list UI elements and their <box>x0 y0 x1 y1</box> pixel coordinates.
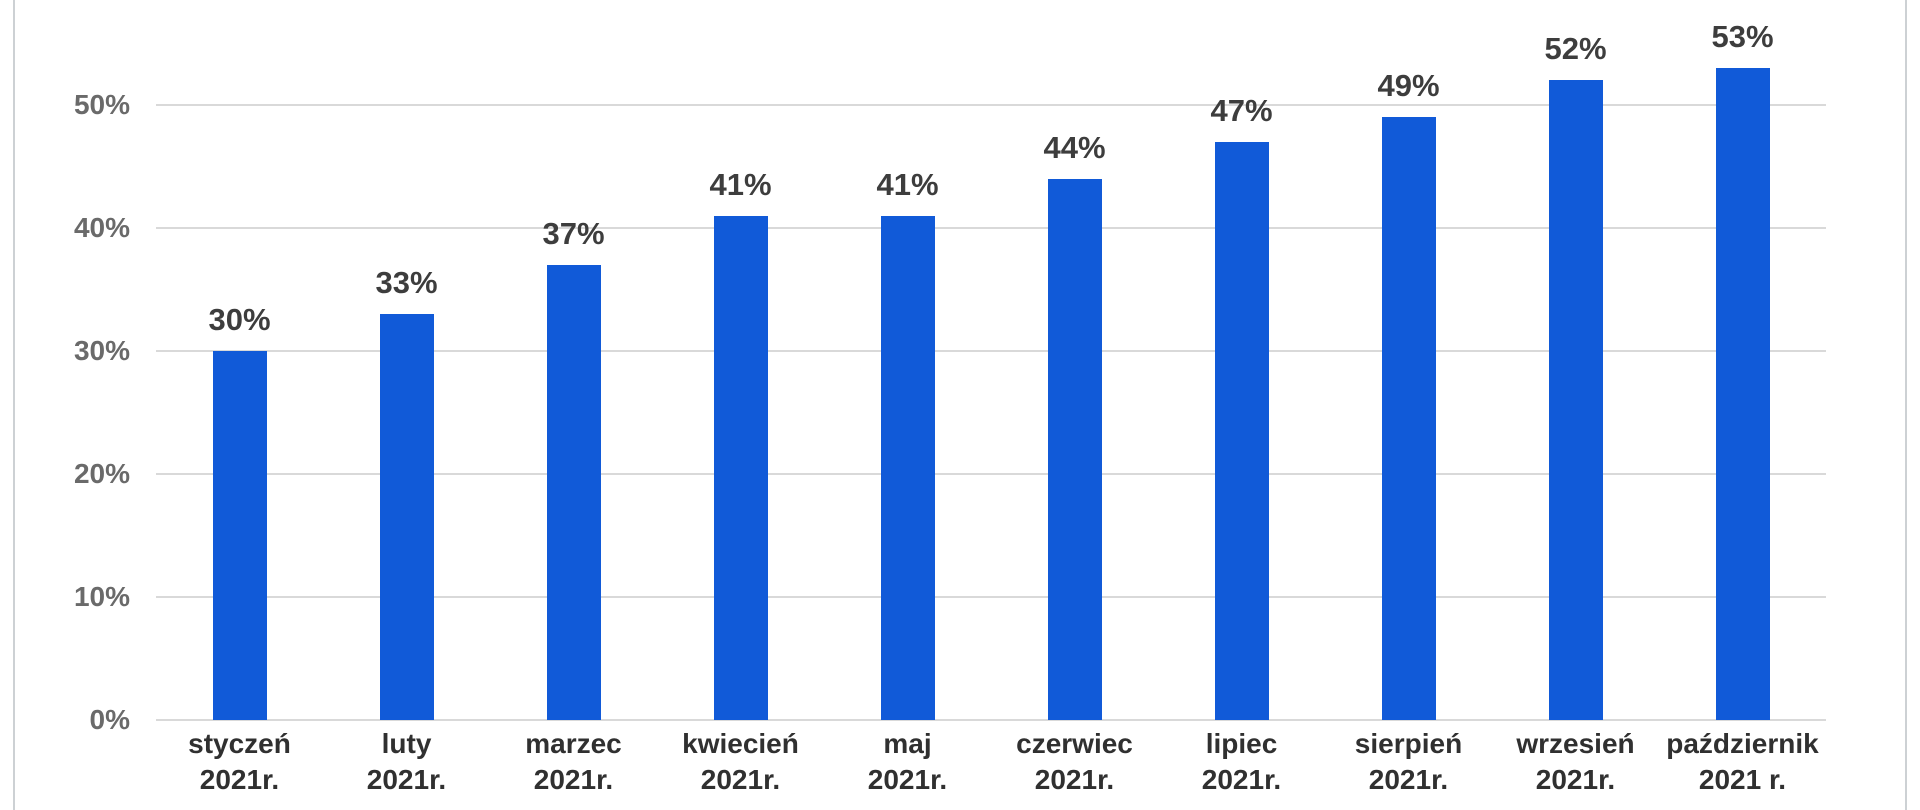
bar-slot: 37% <box>490 0 657 720</box>
bar-value-label: 47% <box>1210 92 1273 128</box>
bar <box>379 314 434 720</box>
x-category-year: 2021r. <box>366 764 447 795</box>
x-category-month: lipiec <box>1205 728 1278 759</box>
bar <box>546 264 601 720</box>
x-category-year: 2021r. <box>867 764 948 795</box>
bar-value-label: 44% <box>1043 129 1106 165</box>
bars-container: 30% 33% 37% 41% 41% 44% 47% 49% 52% 53% <box>156 0 1826 720</box>
x-category-year: 2021r. <box>1201 764 1282 795</box>
x-category-year: 2021r. <box>1034 764 1115 795</box>
bar-value-label: 37% <box>542 215 605 251</box>
x-category-label: maj 2021r. <box>824 726 991 798</box>
gridline-0 <box>156 719 1826 721</box>
bar-slot: 41% <box>657 0 824 720</box>
bar <box>1548 80 1603 720</box>
bar <box>1047 178 1102 720</box>
gridline-40 <box>156 227 1826 229</box>
x-category-month: styczeń <box>188 728 291 759</box>
x-category-label: wrzesień 2021r. <box>1492 726 1659 798</box>
x-category-month: czerwiec <box>1016 728 1133 759</box>
y-tick-label-30: 30% <box>73 335 130 366</box>
x-category-month: maj <box>883 728 932 759</box>
x-category-year: 2021r. <box>533 764 614 795</box>
y-tick-label-50: 50% <box>73 89 130 120</box>
left-frame-border <box>13 0 15 810</box>
x-category-month: marzec <box>525 728 622 759</box>
bar-slot: 41% <box>824 0 991 720</box>
bar <box>1381 117 1436 720</box>
bar-value-label: 53% <box>1711 19 1774 55</box>
bar-value-label: 41% <box>876 166 939 202</box>
bar <box>713 215 768 720</box>
gridline-50 <box>156 104 1826 106</box>
x-category-month: wrzesień <box>1516 728 1635 759</box>
right-frame-border <box>1905 0 1907 810</box>
y-tick-label-20: 20% <box>73 458 130 489</box>
bar <box>212 351 267 720</box>
x-category-label: luty 2021r. <box>323 726 490 798</box>
x-category-label: styczeń 2021r. <box>156 726 323 798</box>
x-axis-labels: styczeń 2021r. luty 2021r. marzec 2021r. kwiec… <box>156 726 1826 798</box>
bar-slot: 44% <box>991 0 1158 720</box>
y-tick-label-10: 10% <box>73 581 130 612</box>
bar <box>1715 68 1770 720</box>
x-category-label: lipiec 2021r. <box>1158 726 1325 798</box>
gridline-20 <box>156 473 1826 475</box>
x-category-month: październik <box>1666 728 1819 759</box>
bar-slot: 30% <box>156 0 323 720</box>
bar-value-label: 30% <box>208 302 271 337</box>
x-category-year: 2021 r. <box>1698 764 1787 795</box>
gridline-30 <box>156 350 1826 352</box>
x-category-label: czerwiec 2021r. <box>991 726 1158 798</box>
x-category-label: sierpień 2021r. <box>1325 726 1492 798</box>
x-category-label: kwiecień 2021r. <box>657 726 824 798</box>
bar <box>1214 141 1269 720</box>
x-category-month: sierpień <box>1354 728 1463 759</box>
bar-slot: 47% <box>1158 0 1325 720</box>
plot-area: 0% 10% 20% 30% 40% 50% 30% 33% 37% 41% 41% 44% 47% 4… <box>74 0 1826 810</box>
bar-value-label: 33% <box>375 265 438 301</box>
x-category-year: 2021r. <box>199 764 280 795</box>
x-category-month: kwiecień <box>682 728 799 759</box>
y-tick-label-0: 0% <box>89 704 130 735</box>
x-category-month: luty <box>381 728 432 759</box>
gridline-10 <box>156 596 1826 598</box>
bar-slot: 52% <box>1492 0 1659 720</box>
bar-slot: 49% <box>1325 0 1492 720</box>
x-category-label: marzec 2021r. <box>490 726 657 798</box>
bar-slot: 33% <box>323 0 490 720</box>
y-tick-label-40: 40% <box>73 212 130 243</box>
bar-slot: 53% <box>1659 0 1826 720</box>
x-category-label: październik 2021 r. <box>1659 726 1826 798</box>
bar-value-label: 52% <box>1544 31 1607 67</box>
x-category-year: 2021r. <box>1368 764 1449 795</box>
bar <box>880 215 935 720</box>
x-category-year: 2021r. <box>700 764 781 795</box>
x-category-year: 2021r. <box>1535 764 1616 795</box>
bar-value-label: 41% <box>709 166 772 202</box>
bar-value-label: 49% <box>1377 68 1440 104</box>
